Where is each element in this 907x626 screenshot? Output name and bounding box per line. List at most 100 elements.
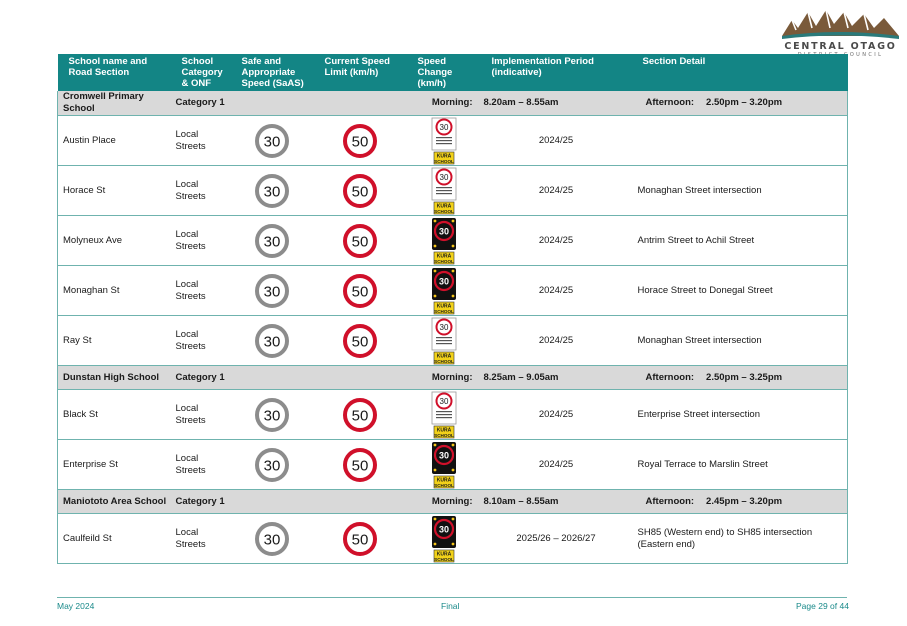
current-limit-sign-cell: 50 — [313, 439, 407, 490]
road-row: Ray St Local Streets 30 50 30 KURA SCHOOL 2024/… — [57, 315, 848, 366]
svg-text:SCHOOL: SCHOOL — [434, 359, 454, 364]
saas-sign-cell: 30 — [230, 165, 314, 216]
svg-text:30: 30 — [264, 531, 281, 548]
speed-change-sign-cell: 30 KURA SCHOOL — [406, 389, 481, 440]
school-name: Dunstan High School — [57, 365, 171, 390]
road-name: Enterprise St — [57, 439, 171, 490]
road-name: Ray St — [57, 315, 171, 366]
footer-date: May 2024 — [57, 601, 95, 611]
road-row: Horace St Local Streets 30 50 30 KURA SCHOOL 20… — [57, 165, 848, 216]
svg-text:KURA: KURA — [436, 303, 451, 309]
morning-label: Morning: — [406, 91, 481, 116]
svg-text:KURA: KURA — [436, 551, 451, 557]
afternoon-time: 2.50pm – 3.20pm — [706, 97, 783, 108]
road-name: Black St — [57, 389, 171, 440]
saas-sign-cell: 30 — [230, 265, 314, 316]
saas-sign-cell: 30 — [230, 439, 314, 490]
afternoon-period: Afternoon: 2.50pm – 3.25pm — [631, 365, 848, 390]
svg-text:30: 30 — [264, 283, 281, 300]
council-logo: CENTRAL OTAGO DISTRICT COUNCIL — [778, 6, 903, 58]
saas-sign-cell: 30 — [230, 115, 314, 166]
svg-text:30: 30 — [439, 173, 448, 182]
current-limit-sign-cell: 50 — [313, 165, 407, 216]
current-limit-sign-cell: 50 — [313, 115, 407, 166]
current-limit-sign-cell: 50 — [313, 389, 407, 440]
speed-change-sign-cell: 30 KURA SCHOOL — [406, 265, 481, 316]
afternoon-period: Afternoon: 2.50pm – 3.20pm — [631, 91, 848, 116]
svg-text:50: 50 — [352, 283, 369, 300]
afternoon-time: 2.45pm – 3.20pm — [706, 495, 783, 507]
afternoon-time: 2.50pm – 3.25pm — [706, 371, 783, 383]
svg-text:30: 30 — [439, 323, 448, 332]
svg-text:30: 30 — [438, 226, 448, 236]
speed-change-sign-cell: 30 KURA SCHOOL — [406, 439, 481, 490]
speed-30-sign-icon: 30 — [255, 447, 289, 482]
svg-text:30: 30 — [439, 397, 448, 406]
afternoon-label: Afternoon: — [645, 97, 695, 108]
school-row: Maniototo Area School Category 1 Morning: 8… — [57, 489, 848, 514]
speed-50-sign-icon: 50 — [343, 521, 377, 556]
morning-time: 8.20am – 8.55am — [480, 91, 632, 116]
svg-text:30: 30 — [264, 133, 281, 150]
svg-text:30: 30 — [439, 123, 448, 132]
afternoon-period: Afternoon: 2.45pm – 3.20pm — [631, 489, 848, 514]
school-row: Cromwell Primary School Category 1 Morning… — [57, 91, 848, 116]
section-detail: Antrim Street to Achil Street — [631, 215, 848, 266]
speed-50-sign-icon: 50 — [343, 323, 377, 358]
header-section-detail: Section Detail — [631, 54, 848, 91]
svg-text:SCHOOL: SCHOOL — [434, 483, 454, 488]
speed-change-sign-cell: 30 KURA SCHOOL — [406, 215, 481, 266]
speed-change-sign-cell: 30 KURA SCHOOL — [406, 513, 481, 564]
svg-text:SCHOOL: SCHOOL — [434, 309, 454, 314]
speed-50-sign-icon: 50 — [343, 173, 377, 208]
road-category: Local Streets — [170, 265, 231, 316]
svg-text:30: 30 — [264, 233, 281, 250]
school-row: Dunstan High School Category 1 Morning: 8.2… — [57, 365, 848, 390]
section-detail: Enterprise Street intersection — [631, 389, 848, 440]
svg-text:30: 30 — [264, 183, 281, 200]
header-saas: Safe and Appropriate Speed (SaAS) — [230, 54, 314, 91]
school-name: Cromwell Primary School — [57, 91, 171, 116]
svg-text:KURA: KURA — [436, 153, 451, 159]
implementation-period: 2024/25 — [480, 265, 632, 316]
school-category: Category 1 — [170, 489, 231, 514]
road-row: Caulfeild St Local Streets 30 50 30 KURA SCHOO… — [57, 513, 848, 564]
morning-time: 8.10am – 8.55am — [480, 489, 632, 514]
speed-50-sign-icon: 50 — [343, 447, 377, 482]
svg-text:KURA: KURA — [436, 253, 451, 259]
afternoon-label: Afternoon: — [645, 371, 695, 383]
road-name: Molyneux Ave — [57, 215, 171, 266]
speed-50-sign-icon: 50 — [343, 123, 377, 158]
section-detail: SH85 (Western end) to SH85 intersection … — [631, 513, 848, 564]
svg-text:KURA: KURA — [436, 477, 451, 483]
school-category: Category 1 — [170, 91, 231, 116]
implementation-period: 2024/25 — [480, 389, 632, 440]
road-name: Austin Place — [57, 115, 171, 166]
saas-sign-cell: 30 — [230, 215, 314, 266]
svg-text:KURA: KURA — [436, 203, 451, 209]
speed-change-sign-cell: 30 KURA SCHOOL — [406, 115, 481, 166]
road-category: Local Streets — [170, 389, 231, 440]
speed-50-sign-icon: 50 — [343, 223, 377, 258]
speed-30-sign-icon: 30 — [255, 223, 289, 258]
implementation-period: 2024/25 — [480, 439, 632, 490]
svg-text:50: 50 — [352, 183, 369, 200]
school-category: Category 1 — [170, 365, 231, 390]
speed-50-sign-icon: 50 — [343, 273, 377, 308]
svg-text:SCHOOL: SCHOOL — [434, 159, 454, 164]
current-limit-sign-cell: 50 — [313, 265, 407, 316]
road-category: Local Streets — [170, 115, 231, 166]
speed-30-sign-icon: 30 — [255, 521, 289, 556]
road-name: Monaghan St — [57, 265, 171, 316]
road-name: Horace St — [57, 165, 171, 216]
saas-sign-cell: 30 — [230, 513, 314, 564]
speed-50-sign-icon: 50 — [343, 397, 377, 432]
school-speed-table: School name and Road Section School Cate… — [57, 54, 848, 564]
road-category: Local Streets — [170, 315, 231, 366]
current-limit-sign-cell: 50 — [313, 215, 407, 266]
